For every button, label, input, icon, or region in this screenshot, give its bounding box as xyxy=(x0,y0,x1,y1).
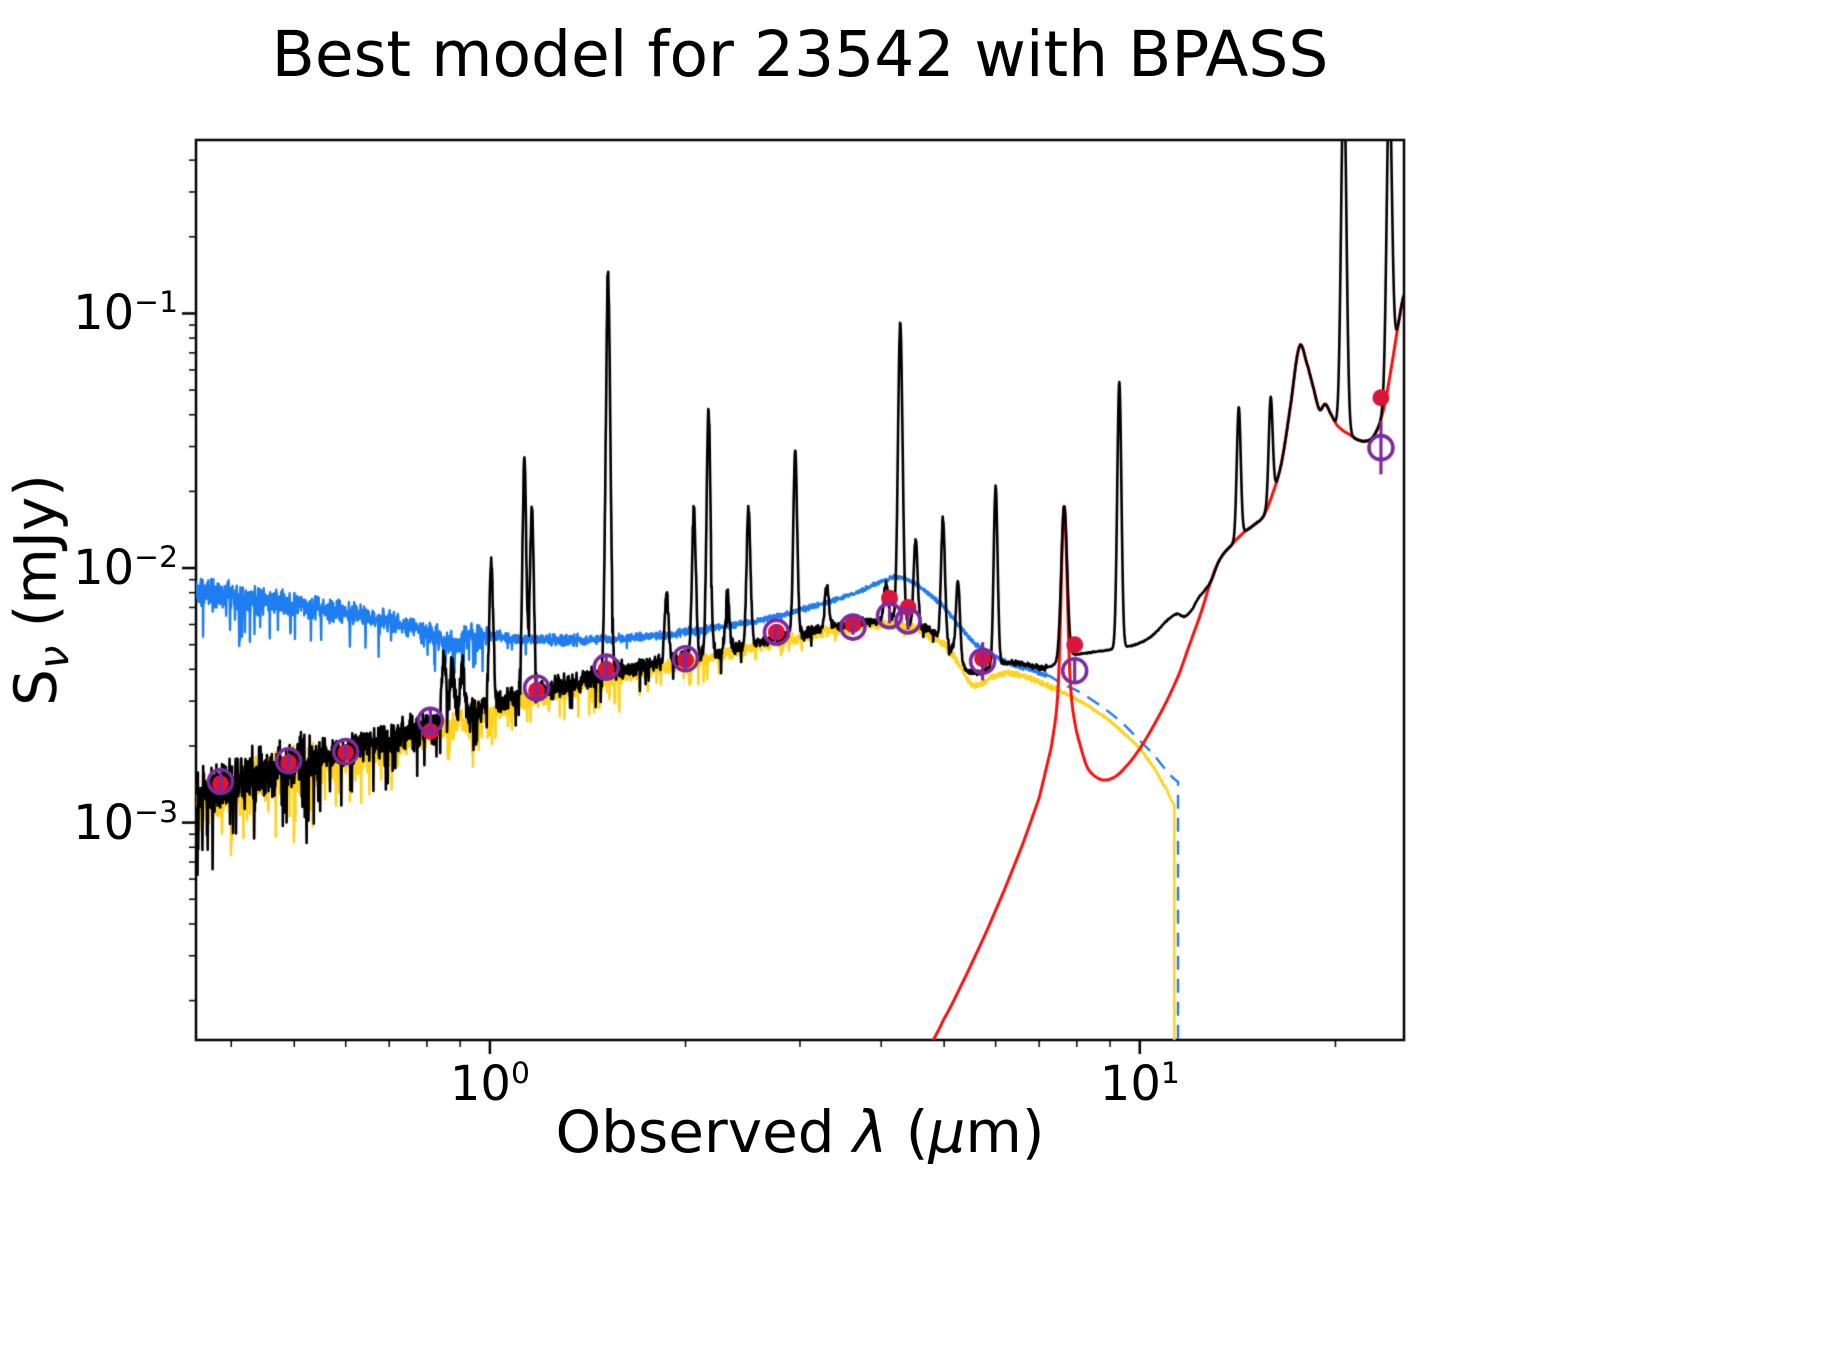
x-axis-label: Observed λ (μm) xyxy=(555,1098,1045,1166)
y-tick-label: 10−2 xyxy=(73,540,178,597)
x-tick-label: 101 xyxy=(1099,1056,1180,1112)
plot-title: Best model for 23542 with BPASS xyxy=(271,18,1329,91)
x-tick-label: 100 xyxy=(449,1056,530,1112)
y-axis-label: Sν (mJy) xyxy=(1,474,79,706)
y-tick-label: 10−1 xyxy=(73,285,178,342)
y-tick-label: 10−3 xyxy=(73,794,178,851)
